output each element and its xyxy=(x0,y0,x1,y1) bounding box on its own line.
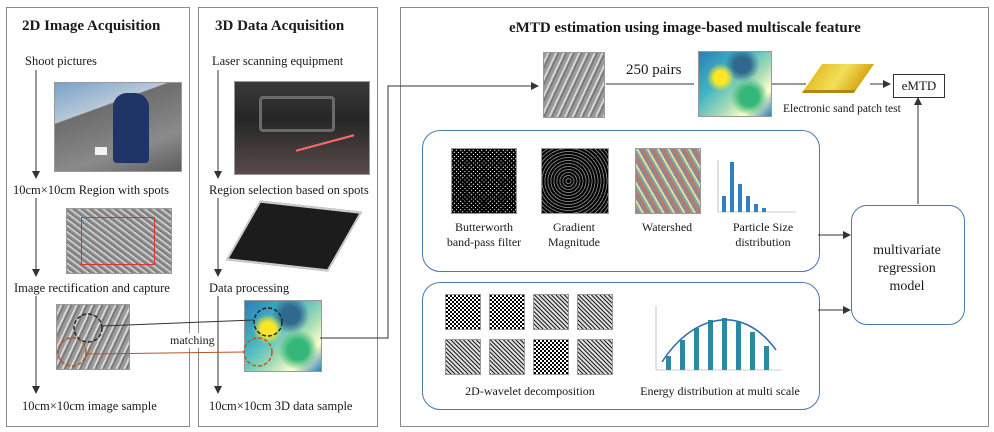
butterworth-label-line1: Butterworth xyxy=(455,220,513,234)
energy-bar-7 xyxy=(750,332,755,370)
energy-bar-3 xyxy=(694,328,699,370)
photo-shooting-image xyxy=(54,82,182,172)
wavelet-tile-2 xyxy=(489,294,525,330)
region-red-box xyxy=(81,217,155,265)
hist-bar-5 xyxy=(754,204,758,212)
energy-bar-1 xyxy=(666,356,671,370)
panel-emtd-title: eMTD estimation using image-based multis… xyxy=(509,20,861,36)
energy-bar-8 xyxy=(764,346,769,370)
model-label-line3: model xyxy=(889,279,925,294)
step-3d-data-sample: 10cm×10cm 3D data sample xyxy=(209,399,353,413)
rectified-region-image xyxy=(66,208,172,274)
regression-model-label: multivariate regression model xyxy=(851,242,963,296)
wavelet-tile-5 xyxy=(445,339,481,375)
butterworth-label: Butterworth band-pass filter xyxy=(440,220,528,250)
image-sample-thumbnail xyxy=(56,304,130,370)
sand-patch-label: Electronic sand patch test xyxy=(783,103,901,115)
energy-bar-6 xyxy=(736,322,741,370)
wavelet-tile-1 xyxy=(445,294,481,330)
particle-label-line1: Particle Size xyxy=(732,220,794,234)
energy-distribution-chart xyxy=(655,306,782,371)
wavelet-tile-7 xyxy=(533,339,569,375)
gradient-label-line1: Gradient xyxy=(553,220,595,234)
hist-bar-1 xyxy=(722,196,726,212)
match-line-bottom xyxy=(85,351,245,355)
particle-size-label: Particle Size distribution xyxy=(715,220,811,250)
energy-label: Energy distribution at multi scale xyxy=(640,384,800,398)
hist-bar-3 xyxy=(738,184,742,212)
gradient-label: Gradient Magnitude xyxy=(534,220,614,250)
energy-bar-4 xyxy=(708,320,713,370)
step-region-with-spots: 10cm×10cm Region with spots xyxy=(13,183,169,197)
match-circle-2d-bottom xyxy=(57,337,87,367)
energy-bar-5 xyxy=(722,318,727,370)
model-label-line1: multivariate xyxy=(873,243,941,258)
step-laser-equipment: Laser scanning equipment xyxy=(212,54,344,68)
person-figure xyxy=(113,93,149,163)
wavelet-tile-4 xyxy=(577,294,613,330)
pairs-label: 250 pairs xyxy=(626,62,682,78)
match-circle-3d-top xyxy=(253,307,283,337)
match-circle-3d-bottom xyxy=(243,337,273,367)
wavelet-tile-3 xyxy=(533,294,569,330)
spot-marker xyxy=(95,147,107,155)
step-region-selection: Region selection based on spots xyxy=(209,183,369,197)
step-image-sample: 10cm×10cm image sample xyxy=(22,399,157,413)
match-circle-2d-top xyxy=(73,313,103,343)
wavelet-tile-8 xyxy=(577,339,613,375)
hist-bar-2 xyxy=(730,162,734,212)
regression-model-box xyxy=(851,205,965,325)
panel-3d-title: 3D Data Acquisition xyxy=(215,18,345,34)
step-rectification-capture: Image rectification and capture xyxy=(14,281,170,295)
energy-bar-2 xyxy=(680,340,685,370)
watershed-image xyxy=(635,148,701,214)
panel-2d-title: 2D Image Acquisition xyxy=(22,18,161,34)
wavelet-label: 2D-wavelet decomposition xyxy=(465,384,595,398)
step-data-processing: Data processing xyxy=(209,281,290,295)
matching-label: matching xyxy=(168,333,217,348)
hist-bar-4 xyxy=(746,196,750,212)
target-heatmap-thumbnail xyxy=(698,51,772,117)
laser-equipment-photo xyxy=(234,81,370,175)
particle-label-line2: distribution xyxy=(735,235,791,249)
particle-size-histogram xyxy=(717,160,796,213)
step-shoot-pictures: Shoot pictures xyxy=(25,54,97,68)
butterworth-label-line2: band-pass filter xyxy=(446,235,522,249)
input-image-thumbnail xyxy=(543,52,605,118)
data-to-emtd-connector xyxy=(320,82,539,339)
wavelet-tile-6 xyxy=(489,339,525,375)
watershed-label: Watershed xyxy=(641,220,693,234)
scanner-frame xyxy=(259,96,335,132)
butterworth-filter-image xyxy=(451,148,517,214)
3d-data-heatmap xyxy=(244,300,322,372)
hist-bar-6 xyxy=(762,208,766,212)
gradient-magnitude-image xyxy=(541,148,609,214)
energy-curve xyxy=(661,319,777,363)
model-label-line2: regression xyxy=(878,261,936,276)
match-line-top xyxy=(101,319,255,327)
gradient-label-line2: Magnitude xyxy=(548,235,600,249)
